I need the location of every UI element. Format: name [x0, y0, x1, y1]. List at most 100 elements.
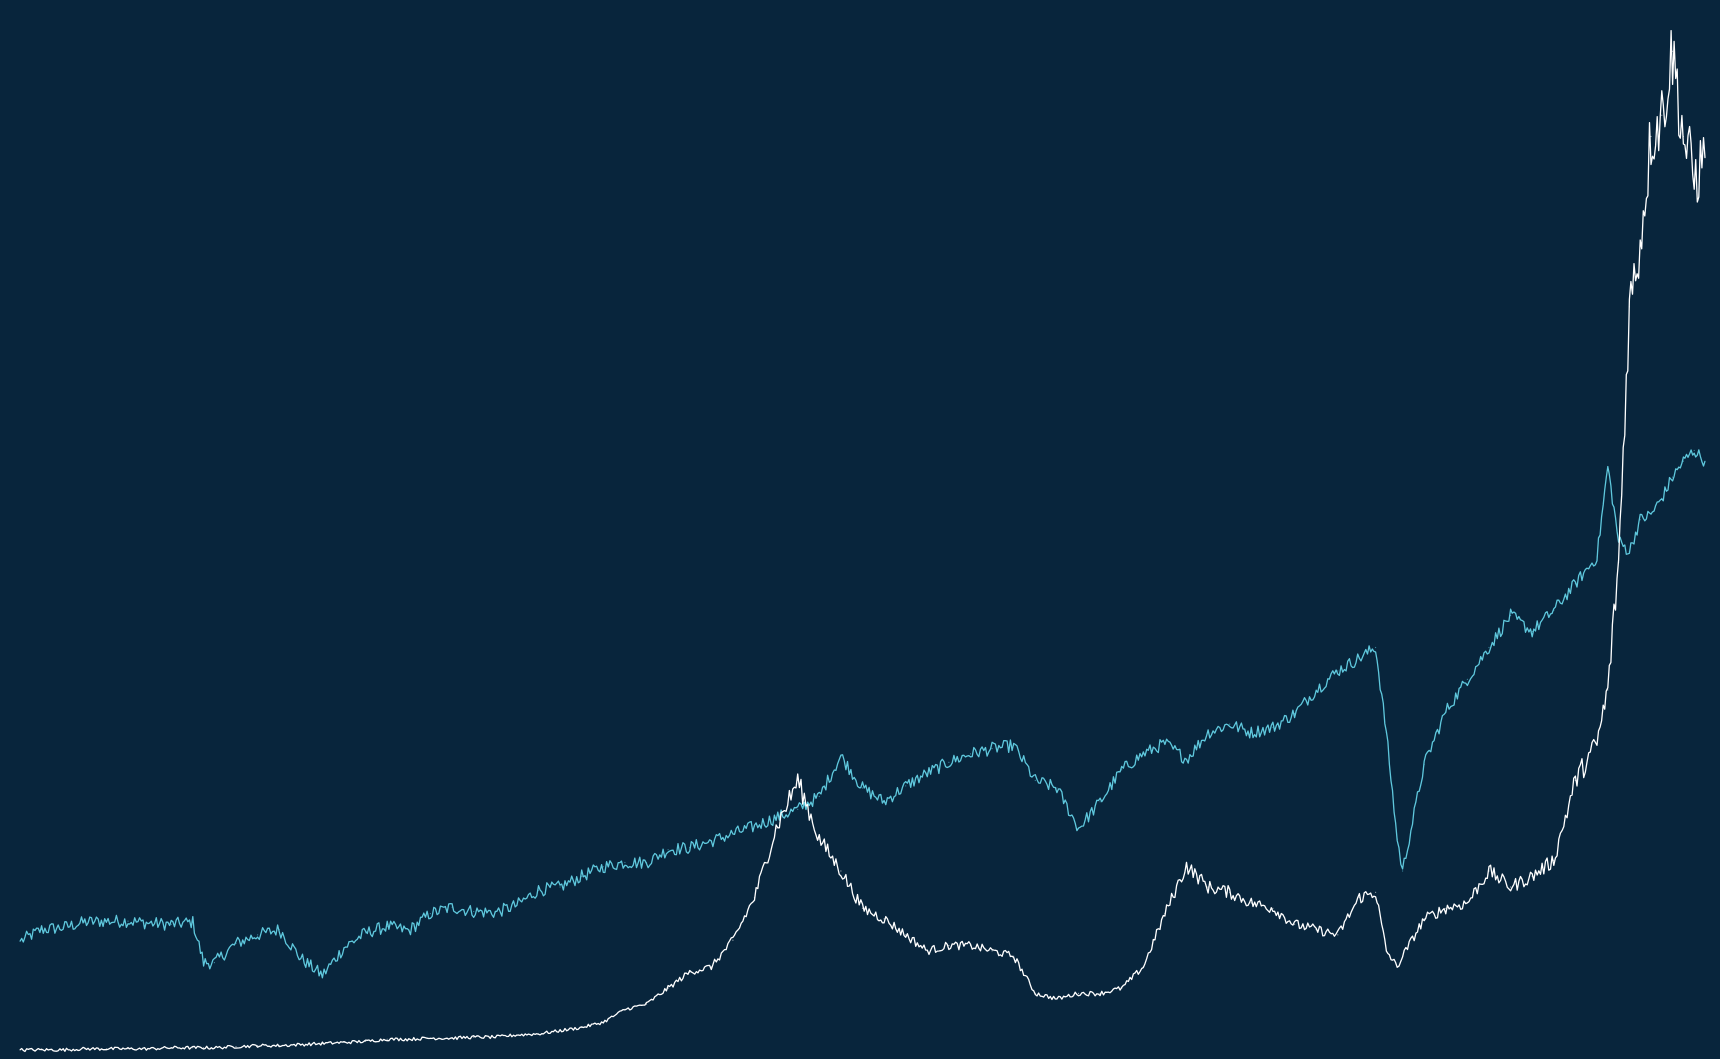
series-1-point: [1142, 753, 1144, 755]
series-2-point: [1672, 50, 1674, 52]
series-2-point: [861, 907, 864, 909]
series-2-point: [753, 897, 756, 899]
series-1-point: [732, 833, 734, 835]
series-1-point: [62, 926, 64, 929]
series-2-point: [429, 1037, 431, 1039]
series-1-point: [343, 947, 345, 949]
series-1-point: [1034, 779, 1036, 782]
series-1-point: [559, 886, 561, 888]
series-2-point: [1704, 157, 1706, 159]
series-1-point: [1164, 742, 1166, 744]
series-1-point: [473, 910, 475, 913]
series-1-point: [991, 748, 993, 750]
series-2-point: [1142, 966, 1144, 968]
series-1-point: [84, 921, 86, 923]
series-1-point: [1661, 497, 1663, 499]
series-2-point: [1294, 923, 1296, 925]
series-2-point: [969, 944, 972, 947]
series-1-point: [710, 840, 712, 842]
series-2-point: [1639, 242, 1641, 244]
series-2-point: [602, 1021, 604, 1023]
series-1-point: [840, 755, 842, 757]
series-2-point: [1607, 689, 1609, 691]
series-2-point: [1164, 913, 1166, 915]
series-1-point: [775, 817, 777, 819]
series-2-point: [473, 1036, 475, 1038]
series-2-point: [1650, 135, 1652, 138]
series-2-point: [1337, 934, 1339, 936]
series-2-point: [1056, 998, 1058, 1000]
series-1-point: [1704, 460, 1706, 462]
series-1-point: [1607, 465, 1609, 468]
series-2-point: [797, 779, 799, 782]
series-2-point: [1375, 891, 1377, 893]
series-1-point: [1693, 449, 1695, 452]
series-2-point: [1402, 955, 1404, 957]
series-2-point: [1488, 870, 1490, 872]
series-2-point: [581, 1026, 583, 1029]
series-2-point: [19, 1049, 21, 1051]
series-1-point: [451, 906, 453, 908]
series-1-point: [170, 923, 172, 925]
series-1-point: [300, 957, 302, 959]
series-1-point: [1185, 758, 1188, 760]
series-2-point: [213, 1047, 215, 1049]
series-2-point: [1618, 561, 1620, 563]
series-1-point: [127, 920, 129, 922]
series-2-point: [494, 1036, 496, 1038]
series-1-point: [1077, 827, 1080, 830]
series-1-point: [926, 772, 928, 774]
series-2-point: [645, 1003, 648, 1005]
series-1-point: [1531, 630, 1533, 633]
series-2-point: [1250, 902, 1252, 904]
series-1-point: [1385, 732, 1387, 734]
series-2-point: [905, 934, 907, 936]
series-1-line: [19, 449, 1706, 979]
series-1-point: [257, 934, 259, 936]
series-1-point: [213, 962, 215, 964]
series-2-point: [1423, 918, 1425, 920]
series-2-point: [451, 1037, 453, 1039]
series-1-point: [602, 866, 604, 868]
series-1-point: [149, 922, 151, 924]
series-1-point: [1574, 583, 1576, 585]
series-1-point: [278, 929, 280, 931]
series-2-group: [19, 30, 1706, 1053]
series-2-point: [1466, 902, 1468, 904]
series-2-point: [689, 971, 691, 973]
series-2-point: [365, 1040, 367, 1042]
series-1-point: [429, 913, 431, 915]
series-2-point: [127, 1048, 129, 1050]
series-2-point: [991, 950, 993, 952]
series-2-point: [62, 1049, 64, 1051]
series-1-point: [105, 920, 107, 922]
series-2-point: [84, 1048, 86, 1050]
series-2-point: [1185, 865, 1188, 867]
series-2-point: [170, 1047, 172, 1049]
series-2-point: [818, 838, 820, 840]
series-2-point: [1385, 950, 1387, 952]
series-1-point: [1229, 723, 1231, 725]
series-1-point: [1402, 870, 1404, 872]
series-1-point: [689, 847, 691, 849]
series-2-point: [300, 1043, 302, 1046]
series-2-point: [386, 1038, 388, 1040]
series-1-point: [1294, 712, 1296, 715]
series-1-point: [321, 974, 323, 977]
series-2-point: [1121, 987, 1123, 989]
series-1-point: [1510, 614, 1512, 617]
series-1-point: [818, 795, 820, 798]
series-2-point: [278, 1045, 280, 1047]
series-1-point: [1553, 609, 1555, 611]
series-2-point: [516, 1034, 518, 1036]
series-2-point: [732, 939, 734, 941]
series-2-point: [41, 1049, 43, 1051]
series-1-point: [624, 861, 626, 864]
series-2-point: [1510, 886, 1512, 888]
series-1-point: [386, 925, 388, 928]
series-2-point: [883, 918, 885, 920]
series-1-point: [537, 889, 540, 891]
series-1-point: [969, 753, 972, 755]
series-1-point: [1121, 769, 1123, 771]
series-2-point: [624, 1008, 626, 1011]
